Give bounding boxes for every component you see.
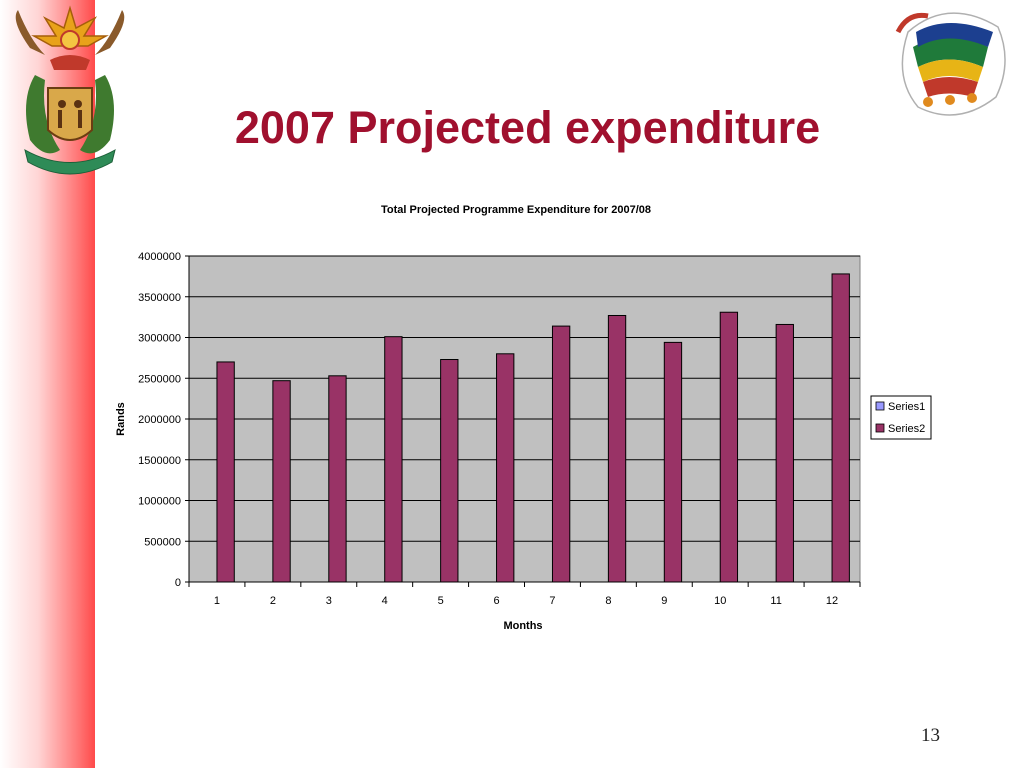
y-tick-label: 2000000: [138, 414, 181, 426]
legend-swatch-series1: [875, 401, 885, 411]
y-axis-ticks: 0 500000 1000000 1500000 2000000 2500000 30000…: [138, 251, 189, 589]
bar-series2-month-2: [272, 380, 291, 583]
y-tick-label: 500000: [144, 536, 181, 548]
bar-series2-month-10: [719, 311, 739, 583]
x-tick-label: 6: [493, 595, 499, 607]
bar-series2-month-1: [216, 361, 235, 583]
x-tick-label: 1: [214, 595, 220, 607]
page-number: 13: [921, 725, 940, 746]
y-tick-label: 0: [175, 577, 181, 589]
legend-label-series2: Series2: [888, 423, 925, 435]
ten-years-of-freedom-logo: [895, 12, 1006, 116]
chart-title: Total Projected Programme Expenditure fo…: [381, 204, 651, 216]
bar-series2-month-5: [440, 359, 459, 583]
y-tick-label: 3000000: [138, 333, 181, 345]
bar-series2-month-7: [551, 325, 571, 583]
x-tick-label: 5: [438, 595, 444, 607]
legend-label-series1: Series1: [888, 401, 925, 413]
legend: Series1 Series2: [870, 395, 932, 440]
bar-series2-month-4: [384, 336, 403, 583]
y-tick-label: 2500000: [138, 373, 181, 385]
x-tick-label: 4: [382, 595, 388, 607]
bar-series2-month-8: [607, 314, 627, 583]
y-tick-label: 1000000: [138, 496, 181, 508]
y-tick-label: 4000000: [138, 251, 181, 263]
x-tick-label: 11: [770, 595, 781, 607]
x-tick-label: 7: [549, 595, 555, 607]
x-tick-label: 12: [826, 595, 838, 607]
bar-series2-month-3: [328, 375, 347, 583]
y-tick-label: 3500000: [138, 292, 181, 304]
x-axis-ticks: 1 2 3 4 5 6 7 8 9 10 11 12: [188, 582, 861, 607]
bar-series2-month-6: [496, 353, 515, 583]
bar-series2-month-11: [775, 323, 794, 583]
y-axis-label: Rands: [115, 402, 127, 436]
grid-lines: [189, 255, 860, 542]
bars: [216, 273, 850, 583]
coat-of-arms-logo: [15, 5, 125, 175]
y-tick-label: 1500000: [138, 455, 181, 467]
x-tick-label: 8: [605, 595, 611, 607]
legend-swatch-series2: [875, 423, 885, 433]
x-tick-label: 2: [270, 595, 276, 607]
bar-series2-month-9: [663, 341, 683, 583]
x-axis-label: Months: [503, 620, 542, 632]
x-tick-label: 10: [714, 595, 726, 607]
slide-title: 2007 Projected expenditure: [234, 102, 821, 153]
x-tick-label: 3: [326, 595, 332, 607]
x-tick-label: 9: [661, 595, 667, 607]
bar-series2-month-12: [831, 273, 850, 583]
